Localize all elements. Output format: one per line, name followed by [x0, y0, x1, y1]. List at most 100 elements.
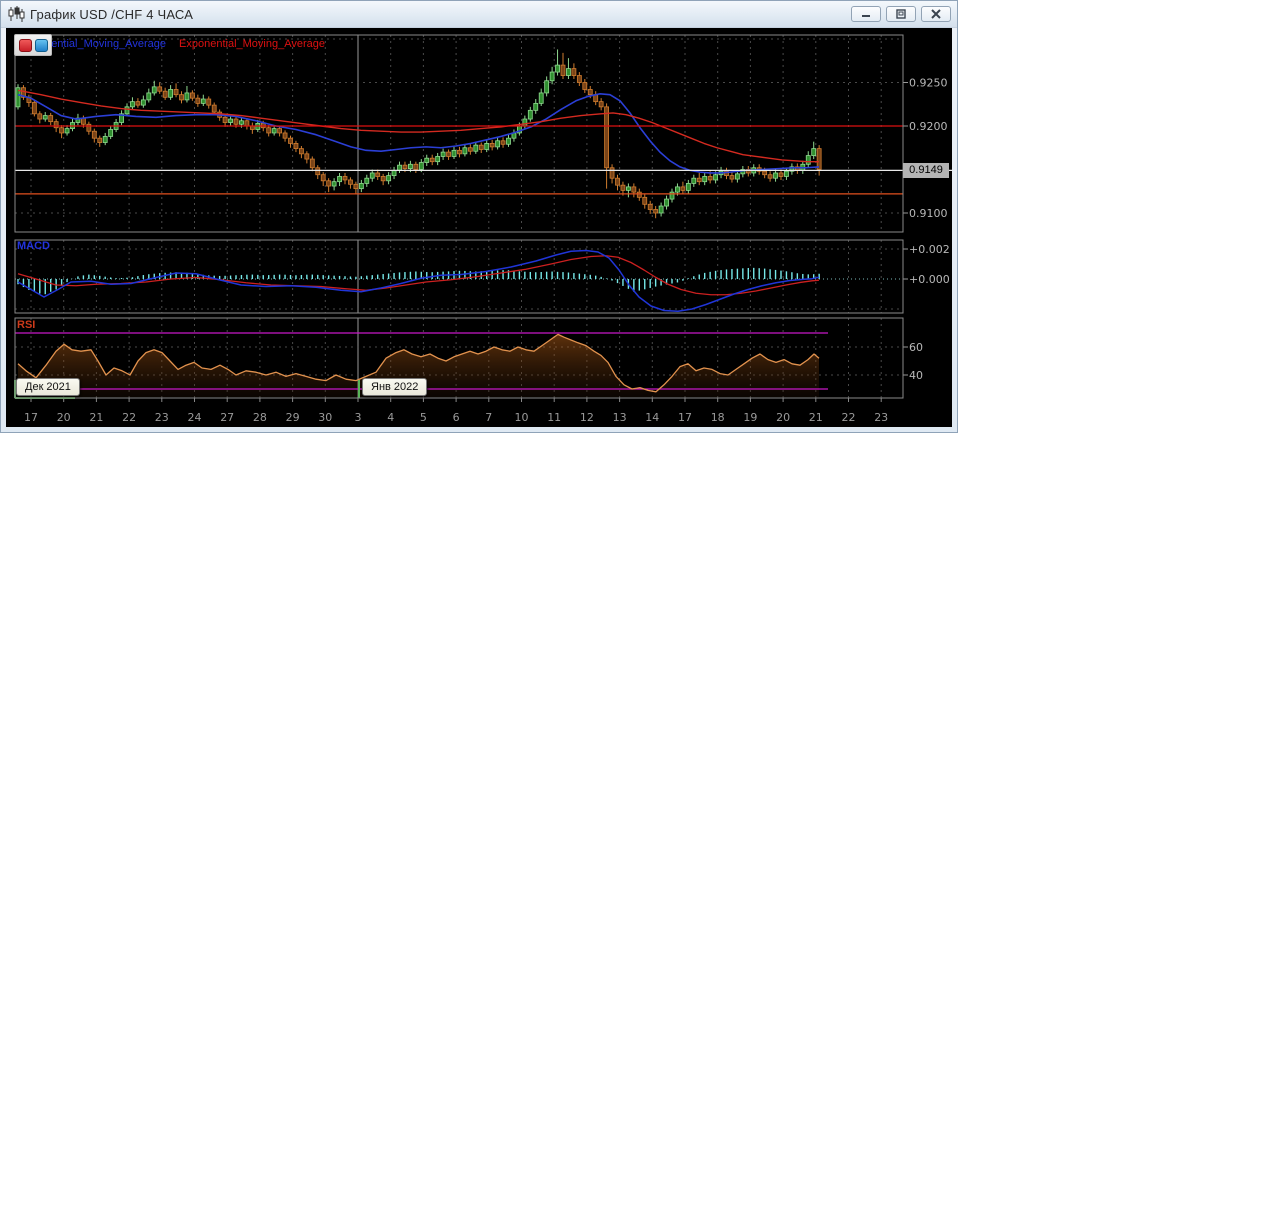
panel-border — [14, 34, 904, 233]
candle — [37, 113, 43, 120]
price-axis-label: 0.9250 — [909, 77, 948, 90]
chart-canvas: 17 20 21 22 23 24 27 28 29 30 3 4 5 6 7 10 11 12 13 14 17 18 1… — [14, 34, 952, 424]
candle — [304, 153, 310, 160]
x-axis-label: 17 — [678, 411, 692, 424]
candle — [457, 149, 462, 155]
candle — [380, 176, 386, 182]
candle — [773, 172, 778, 179]
x-axis-label: 21 — [809, 411, 823, 424]
candle — [789, 166, 795, 172]
candle — [140, 99, 146, 106]
candle — [81, 117, 86, 125]
candle — [271, 128, 277, 134]
x-axis-label: 24 — [188, 411, 202, 424]
candle — [587, 89, 593, 96]
rsi-axis-label: 60 — [909, 341, 923, 354]
macd-signal-line — [17, 255, 820, 296]
candle — [162, 90, 168, 98]
ma-legend-label[interactable]: Exponential_Moving_Average — [20, 38, 166, 50]
candle — [413, 163, 419, 170]
candle — [386, 175, 392, 182]
candle — [440, 151, 446, 157]
candle — [331, 181, 337, 187]
candle — [282, 132, 288, 139]
candle — [135, 101, 141, 106]
candle — [195, 97, 201, 104]
candle — [119, 113, 124, 123]
candle — [309, 158, 315, 169]
window-title: График USD /CHF 4 ЧАСА — [30, 6, 194, 22]
chart-client-area[interactable]: 17 20 21 22 23 24 27 28 29 30 3 4 5 6 7 10 11 12 13 14 17 18 1… — [6, 28, 952, 427]
blue-style-swatch[interactable] — [34, 38, 48, 52]
candle — [288, 137, 293, 144]
candle — [315, 167, 321, 176]
x-axis-label: 21 — [89, 411, 103, 424]
candle — [91, 130, 97, 139]
candle — [696, 177, 702, 183]
macd-axis-label: +0.000 — [909, 273, 950, 286]
candle — [467, 147, 473, 152]
macd-line — [17, 249, 820, 312]
candle — [418, 162, 424, 170]
candle — [320, 174, 326, 182]
candlestick-chart-icon — [7, 6, 25, 22]
chart-window: График USD /CHF 4 ЧАСА 17 20 21 22 23 24 27 28 2… — [0, 0, 958, 433]
rsi-fill-area — [18, 334, 819, 397]
rsi-axis-label: 40 — [909, 369, 923, 382]
candle — [337, 176, 342, 183]
candle — [658, 205, 664, 214]
candle — [108, 129, 114, 137]
candle — [397, 164, 402, 171]
candle — [533, 102, 539, 111]
indicator-legend: Exponential_Moving_Average Exponential_M… — [20, 38, 325, 50]
window-titlebar[interactable]: График USD /CHF 4 ЧАСА — [1, 1, 957, 28]
candle — [21, 87, 26, 98]
x-axis-label: 5 — [420, 411, 427, 424]
candle — [664, 198, 669, 207]
candle — [342, 176, 348, 181]
candle — [675, 186, 680, 193]
candle — [424, 157, 430, 163]
x-axis-label: 22 — [122, 411, 136, 424]
candle — [685, 183, 691, 191]
candle — [609, 167, 615, 179]
candle — [702, 176, 708, 183]
candle — [173, 89, 179, 96]
x-axis-label: 3 — [355, 411, 362, 424]
maximize-icon — [896, 9, 906, 19]
window-controls — [851, 6, 951, 22]
candle — [615, 177, 620, 186]
candle — [130, 101, 135, 108]
current-price-label: 0.9149 — [903, 163, 949, 179]
candle — [713, 174, 718, 181]
candle — [239, 120, 244, 125]
candle — [544, 80, 550, 94]
candle — [369, 172, 375, 179]
ema-legend-label[interactable]: Exponential_Moving_Average — [179, 38, 325, 50]
moving-average-red — [17, 89, 819, 163]
candle — [59, 127, 64, 134]
candle — [407, 163, 413, 170]
candle — [277, 128, 283, 134]
candle — [604, 106, 609, 169]
x-axis-label: 23 — [155, 411, 169, 424]
x-axis-label: 10 — [515, 411, 529, 424]
maximize-button[interactable] — [886, 6, 916, 22]
candle — [435, 156, 441, 163]
x-axis-label: 30 — [318, 411, 332, 424]
x-axis-label: 11 — [547, 411, 561, 424]
candle — [31, 102, 37, 115]
month-marker-jan: Янв 2022 — [362, 378, 428, 396]
chart-style-widget[interactable] — [14, 34, 52, 56]
candle — [566, 68, 571, 76]
candle — [429, 157, 435, 163]
close-button[interactable] — [921, 6, 951, 22]
minimize-button[interactable] — [851, 6, 881, 22]
red-style-swatch[interactable] — [18, 38, 32, 52]
candle — [200, 98, 206, 104]
macd-axis-label: +0.002 — [909, 243, 950, 256]
candle — [473, 144, 479, 152]
macd-panel-label: MACD — [17, 240, 50, 252]
candle — [582, 82, 588, 90]
price-axis-label: 0.9100 — [909, 207, 948, 220]
